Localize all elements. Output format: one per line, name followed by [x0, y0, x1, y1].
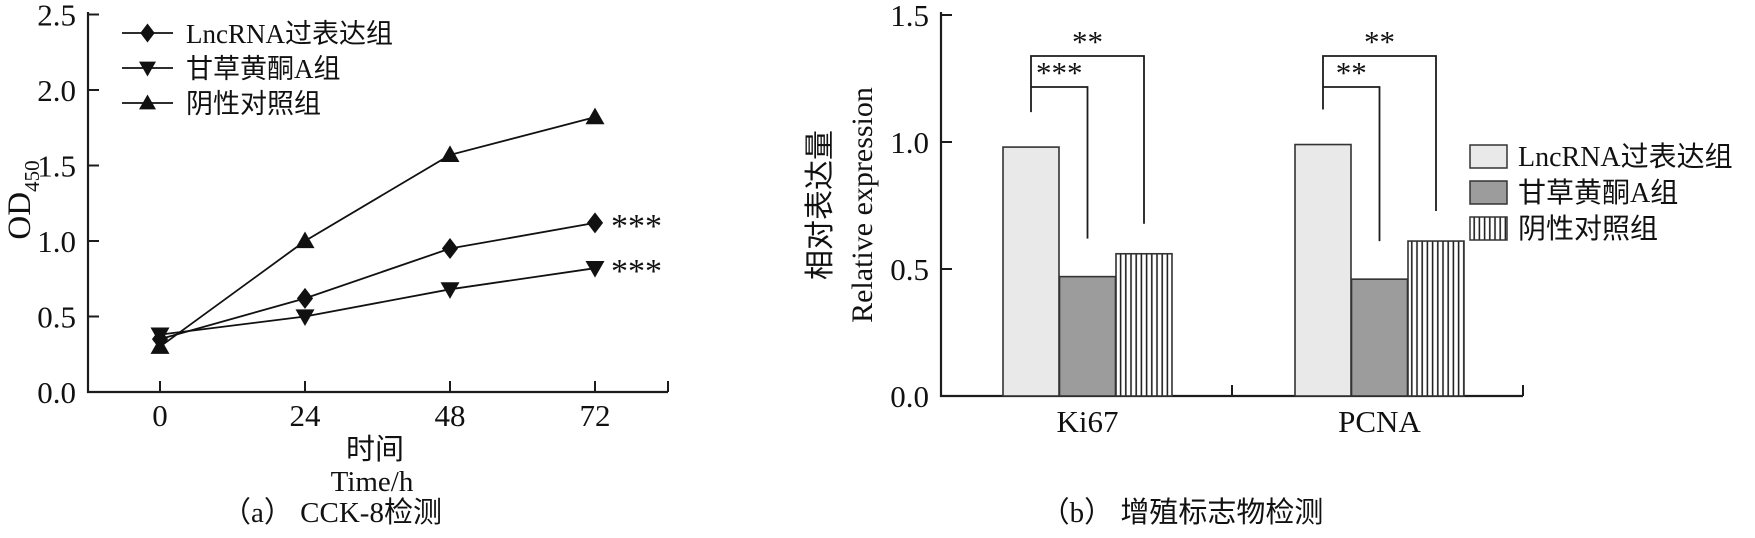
triangle-down-marker — [295, 309, 315, 326]
cck8-line-chart: 0.0 0.5 1.0 1.5 2.0 2.5 0 24 48 72 OD450 *** *** LncR… — [2, 0, 669, 433]
legend-label: 甘草黄酮A组 — [1518, 177, 1678, 209]
y-tick-label: 1.5 — [37, 149, 76, 184]
legend-swatch-stripes — [1469, 216, 1508, 241]
legend-swatch-light — [1469, 144, 1508, 169]
bar-PCNA-stripes — [1407, 240, 1465, 397]
triangle-down-marker — [440, 282, 460, 299]
y-tick-label: 1.5 — [890, 0, 929, 33]
legend-label: LncRNA过表达组 — [186, 19, 393, 49]
x-tick-label: 72 — [580, 398, 611, 433]
triangle-up-marker — [150, 337, 170, 354]
triangle-down-marker — [585, 261, 605, 278]
y-tick-label: 1.0 — [890, 125, 929, 160]
legend-label: 阴性对照组 — [1518, 213, 1658, 245]
significance-bracket — [1322, 86, 1381, 242]
triangle-down-marker — [139, 61, 156, 77]
category-label: PCNA — [1338, 404, 1421, 439]
significance-label: *** — [1036, 55, 1083, 90]
diamond-marker — [441, 238, 459, 260]
x-tick-label: 48 — [435, 398, 466, 433]
triangle-down-marker — [150, 327, 170, 345]
bar-Ki67-light — [1002, 146, 1060, 397]
triangle-up-marker — [295, 231, 315, 249]
panel-a-xlabel-zh: 时间 — [345, 434, 405, 466]
series-triangle-down: *** — [150, 253, 662, 345]
legend-swatch-gray — [1469, 180, 1508, 205]
legend-label: 甘草黄酮A组 — [186, 54, 341, 84]
significance-label: ** — [1336, 55, 1367, 90]
significance-bracket — [1030, 86, 1089, 239]
y-tick-label: 2.5 — [37, 0, 76, 33]
significance-label: ** — [1072, 24, 1103, 59]
series-line — [159, 221, 596, 341]
bar-Ki67-gray — [1058, 275, 1117, 397]
triangle-up-marker — [585, 107, 605, 125]
panel-b-ylabel-zh: 相对表达量 — [804, 130, 837, 280]
triangle-up-marker — [139, 94, 156, 110]
y-tick-label: 0.5 — [37, 300, 76, 335]
series-diamond: *** — [151, 208, 662, 350]
x-tick-label: 24 — [290, 398, 322, 433]
y-tick-label: 0.0 — [37, 375, 76, 410]
panel-b-caption: （b） 增殖标志物检测 — [1040, 497, 1324, 529]
series-line — [159, 267, 596, 336]
y-tick-label: 0.5 — [890, 252, 929, 287]
y-tick-label: 0.0 — [890, 379, 929, 414]
proliferation-bar-chart: 0.0 0.5 1.0 1.5 相对表达量 Relative expression Ki67… — [804, 0, 1733, 439]
bar-PCNA-light — [1294, 143, 1352, 397]
triangle-up-marker — [440, 145, 460, 163]
significance-bracket — [1322, 55, 1437, 212]
significance-bracket — [1030, 55, 1145, 224]
significance-label: ** — [1364, 24, 1395, 59]
significance-label: *** — [611, 253, 662, 290]
significance-label: *** — [611, 208, 662, 245]
diamond-marker — [296, 287, 314, 309]
bar-PCNA-gray — [1350, 278, 1409, 397]
diamond-marker — [140, 23, 155, 43]
series-triangle-up — [150, 107, 605, 354]
category-label: Ki67 — [1057, 404, 1119, 439]
y-tick-label: 1.0 — [37, 224, 76, 259]
panel-a-xlabel-en: Time/h — [330, 466, 414, 498]
y-tick-label: 2.0 — [37, 73, 76, 108]
bar-Ki67-stripes — [1115, 252, 1173, 397]
diamond-marker — [586, 212, 604, 234]
legend-label: 阴性对照组 — [186, 89, 321, 119]
legend-label: LncRNA过表达组 — [1518, 141, 1733, 173]
panel-b-ylabel-en: Relative expression — [846, 87, 879, 323]
panel-a-ylabel: OD450 — [2, 160, 44, 239]
x-tick-label: 0 — [152, 398, 168, 433]
panel-a-caption: （a） CCK-8检测 — [222, 497, 442, 529]
series-line — [159, 116, 596, 348]
